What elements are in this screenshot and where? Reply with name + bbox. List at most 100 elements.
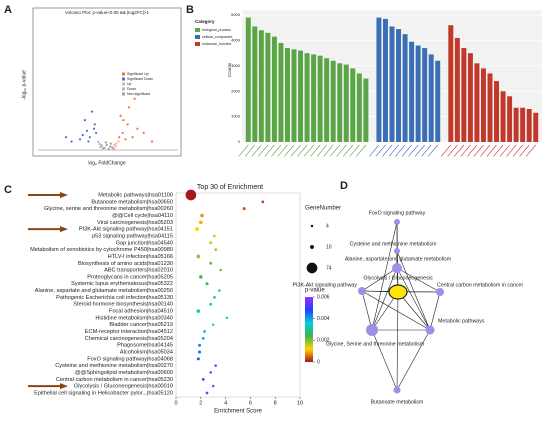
point <box>124 138 127 141</box>
bubble <box>261 200 265 204</box>
category-tick <box>427 144 438 157</box>
x-tick-label: 2 <box>199 400 202 406</box>
row-label: @@Sphingolipid metabolism|hsa00600 <box>75 370 173 376</box>
node-label: Glycine, Serine and threonine metabolism <box>326 341 425 347</box>
row-label: Butanoate metabolism|hsa00650 <box>91 199 173 205</box>
category-tick <box>519 144 530 157</box>
category-tick <box>408 144 419 157</box>
row-label: Steroid hormone biosynthesis|hsa00140 <box>73 302 173 308</box>
bar <box>376 17 382 142</box>
category-tick <box>447 144 458 157</box>
size-legend-dot <box>310 245 314 249</box>
category-tick <box>264 144 275 157</box>
category-tick <box>493 144 504 157</box>
bar <box>252 26 258 142</box>
y-tick-label: 4000 <box>231 38 241 43</box>
point <box>111 146 114 149</box>
bar <box>454 37 460 142</box>
category-tick <box>375 144 386 157</box>
edge <box>371 221 398 331</box>
edge <box>396 267 431 331</box>
point <box>90 110 93 113</box>
bubble <box>211 323 215 326</box>
bubble <box>214 364 217 367</box>
category-tick <box>251 144 262 157</box>
legend-swatch <box>195 35 200 39</box>
legend-label: Non-significant <box>127 92 150 96</box>
node <box>358 287 366 295</box>
point <box>78 138 82 141</box>
colorbar-label: 0.002 <box>317 338 330 344</box>
size-legend-label: 4 <box>326 223 329 229</box>
row-label: Metabolic pathways|hsa01100 <box>98 192 173 198</box>
edge <box>396 329 431 391</box>
category-tick <box>257 144 269 157</box>
bar <box>467 53 473 142</box>
bar <box>271 36 277 142</box>
bar <box>428 54 434 142</box>
bubble <box>209 261 213 265</box>
row-label: Proteoglycans in cancer|hsa05205 <box>87 274 173 280</box>
category-tick <box>323 144 334 157</box>
x-tick-label: 4 <box>224 400 227 406</box>
point <box>118 136 121 139</box>
legend-label: molecular_function <box>202 42 231 46</box>
bubble <box>196 309 201 313</box>
node-label: Cysteine and methionine metabolism <box>350 241 437 247</box>
bar <box>245 17 251 142</box>
bubble <box>196 357 200 361</box>
point <box>95 131 98 135</box>
node-label: Alanine, aspartate and glutamate metabol… <box>345 256 452 262</box>
legend-label: Significant Up <box>127 72 149 76</box>
legend-swatch <box>122 92 125 96</box>
row-label: Bladder cancer|hsa05219 <box>109 322 173 328</box>
bubble <box>201 336 205 340</box>
bar <box>520 107 526 142</box>
bubble <box>198 343 202 347</box>
category-tick <box>414 144 425 157</box>
legend-label: biological_process <box>202 28 231 32</box>
point <box>100 144 103 147</box>
category-tick <box>467 144 478 157</box>
category-tick <box>342 144 354 157</box>
node <box>425 325 435 335</box>
bar <box>284 48 290 143</box>
x-axis-label: log₂ FoldChange <box>88 160 125 166</box>
bar <box>487 73 493 142</box>
point <box>142 131 145 135</box>
point <box>102 147 105 150</box>
point <box>99 145 102 149</box>
bar <box>278 43 284 142</box>
point <box>151 140 154 143</box>
bar <box>415 45 421 142</box>
node <box>394 219 400 225</box>
point <box>115 142 118 145</box>
bar <box>422 48 428 143</box>
point <box>104 141 107 144</box>
category-tick <box>499 144 510 157</box>
bubble <box>225 316 229 320</box>
category-tick <box>238 144 249 157</box>
row-label: Chemical carcinogenesis|hsa05204 <box>85 336 173 342</box>
bar <box>337 63 343 142</box>
bubble <box>199 275 203 279</box>
category-tick <box>355 144 367 157</box>
bubble <box>198 220 203 225</box>
point <box>122 119 125 122</box>
legend-swatch <box>122 77 125 81</box>
point <box>70 140 73 143</box>
bar <box>311 54 317 142</box>
category-tick <box>303 144 314 157</box>
category-tick <box>369 144 380 157</box>
size-legend-dot <box>310 224 314 228</box>
point <box>93 123 96 126</box>
x-tick-label: 10 <box>297 400 303 406</box>
node-label: Central carbon metabolism in cancer <box>437 282 523 288</box>
x-tick-label: 6 <box>249 400 252 406</box>
edge <box>361 290 431 331</box>
row-label: ABC transporters|hsa02010 <box>104 268 173 274</box>
node-label: FoxO signaling pathway <box>369 210 426 216</box>
bar <box>356 73 362 142</box>
node <box>393 386 401 394</box>
row-label: HTLV-I infection|hsa05166 <box>108 254 173 260</box>
